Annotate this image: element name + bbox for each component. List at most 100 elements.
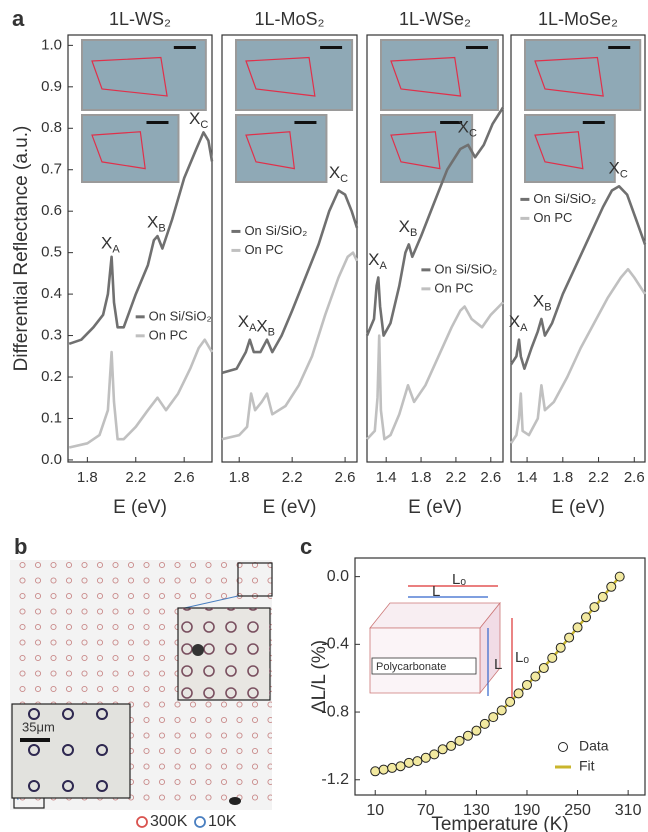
scale-bar-label: 35μm (22, 719, 55, 734)
peak-label-sub: C (620, 169, 628, 181)
scale-bar (294, 121, 317, 124)
scale-bar (173, 46, 196, 49)
inset-label: L (432, 583, 440, 600)
x-tick-label: 1.8 (77, 469, 98, 486)
micrograph (235, 39, 354, 111)
hole-rings (28, 708, 108, 792)
x-axis-label: Temperature (K) (431, 814, 568, 832)
micrograph (524, 114, 616, 183)
panel-label: c (300, 534, 312, 559)
data-point (597, 591, 608, 602)
micrograph (81, 39, 207, 111)
data-point (580, 612, 591, 623)
peak-label-main: X (609, 159, 620, 178)
peak-label: XA (368, 250, 387, 271)
y-tick-label: 0.8 (41, 119, 62, 136)
data-point (555, 642, 566, 653)
zoom-box (237, 562, 273, 597)
plot-frame (366, 34, 504, 463)
spectrum-line (221, 251, 359, 441)
x-axis-label: E (eV) (408, 497, 462, 518)
peak-label-sub: A (112, 243, 120, 255)
peak-label: XA (509, 313, 528, 334)
peak-label-sub: C (469, 127, 477, 139)
y-tick-label: 0.5 (41, 244, 62, 261)
x-tick-label: 310 (615, 802, 642, 819)
plot-frame (67, 34, 213, 463)
peak-label-main: X (368, 250, 379, 269)
x-axis-label: E (eV) (113, 497, 167, 518)
x-tick-label: 10 (366, 802, 384, 819)
data-point (420, 752, 431, 763)
x-tick-label: 2.6 (624, 469, 645, 486)
legend-label: On Si/SiO₂ (533, 191, 596, 206)
zoom-line (179, 595, 239, 610)
data-point (454, 735, 465, 746)
data-point (403, 757, 414, 768)
array-micrograph: 35μm (10, 560, 273, 810)
micrograph (235, 114, 328, 183)
y-tick-label: 0.9 (41, 78, 62, 95)
x-tick-label: 190 (514, 802, 541, 819)
panel-label: a (12, 6, 25, 31)
peak-label-main: X (101, 234, 112, 253)
peak-label-sub: B (268, 326, 275, 338)
y-axis-label: ΔL/L (%) (309, 640, 330, 713)
x-tick-label: 1.8 (229, 469, 250, 486)
plot-frame (510, 34, 646, 463)
y-tick-label: -0.4 (321, 636, 349, 653)
peak-label: XC (189, 109, 208, 130)
inset-label: L (494, 656, 502, 673)
x-tick-label: 2.2 (588, 469, 609, 486)
peak-label-main: X (189, 109, 200, 128)
legend-label: 300K (150, 813, 188, 830)
x-tick-label: 1.4 (517, 469, 538, 486)
y-tick-label: 0.7 (41, 161, 62, 178)
legend-label: Fit (579, 758, 595, 774)
legend-label: On PC (244, 242, 283, 257)
legend-label: On PC (434, 280, 473, 295)
y-tick-label: -0.8 (321, 703, 349, 720)
spectrum-line (221, 189, 359, 375)
peak-label-sub: B (158, 223, 165, 235)
data-point (572, 622, 583, 633)
scale-bar (20, 738, 50, 742)
data-point (471, 725, 482, 736)
legend-marker (194, 816, 206, 828)
micrograph (380, 39, 499, 111)
data-point (606, 581, 617, 592)
peak-label: XB (256, 317, 275, 338)
micrograph (524, 39, 642, 111)
inset-label: Lₒ (515, 649, 529, 666)
peak-label-sub: C (200, 119, 208, 131)
x-axis-label: E (eV) (551, 497, 605, 518)
peak-label: XC (609, 159, 628, 180)
x-tick-label: 2.2 (445, 469, 466, 486)
x-tick-label: 2.6 (335, 469, 356, 486)
y-tick-label: 0.3 (41, 327, 62, 344)
data-point (589, 602, 600, 613)
peak-label: XB (399, 217, 418, 238)
peak-label: XB (147, 213, 166, 234)
x-tick-label: 1.8 (411, 469, 432, 486)
panel-label: b (14, 534, 27, 559)
y-tick-label: 1.0 (41, 36, 62, 53)
legend-label: On Si/SiO₂ (244, 223, 307, 238)
peak-label-main: X (256, 317, 267, 336)
sheet-schematic (369, 585, 513, 706)
inset-label: Polycarbonate (376, 661, 446, 673)
scale-bar (440, 121, 463, 124)
data-point (614, 571, 625, 582)
data-point (395, 761, 406, 772)
peak-label-sub: C (340, 173, 348, 185)
scale-bar (465, 46, 488, 49)
spectrum-line (509, 267, 647, 445)
spectrum-line (366, 301, 504, 441)
data-point (412, 756, 423, 767)
flake-outline (245, 131, 296, 170)
peak-label: XA (238, 313, 257, 334)
x-tick-label: 2.2 (282, 469, 303, 486)
plot-frame (221, 34, 358, 463)
data-point (547, 652, 558, 663)
chart-title: 1L-WSe₂ (399, 9, 471, 29)
